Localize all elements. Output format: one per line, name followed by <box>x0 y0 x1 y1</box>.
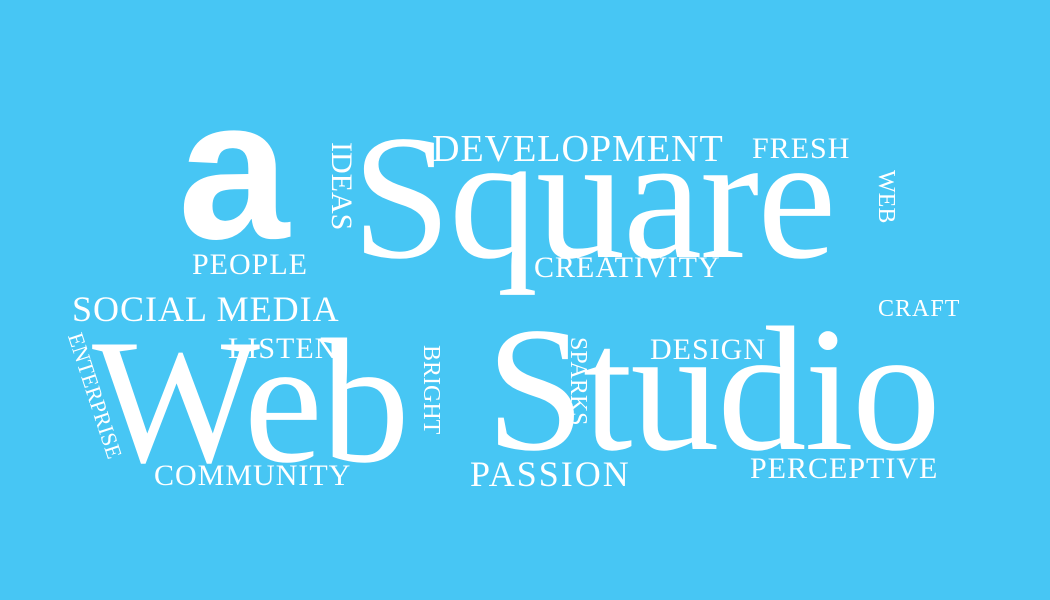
word-sparks: SPARKS <box>565 337 591 426</box>
logo-word-square: Square <box>352 98 836 296</box>
word-development: DEVELOPMENT <box>432 128 724 170</box>
word-social-media: SOCIAL MEDIA <box>72 289 340 329</box>
word-web-small: WEB <box>873 170 899 224</box>
word-craft: CRAFT <box>878 296 961 322</box>
word-ideas: IDEAS <box>325 142 358 231</box>
word-fresh: FRESH <box>752 132 851 165</box>
word-people: PEOPLE <box>192 248 309 281</box>
word-creativity: CREATIVITY <box>534 251 721 284</box>
word-passion: PASSION <box>470 454 631 494</box>
word-perceptive: PERCEPTIVE <box>750 452 939 485</box>
word-community: COMMUNITY <box>154 459 352 492</box>
word-bright: BRIGHT <box>418 345 444 435</box>
logo-word-web: Web <box>92 302 410 500</box>
logo-letter-a: a <box>178 58 289 281</box>
word-listen: LISTEN <box>228 332 338 365</box>
word-design: DESIGN <box>650 333 766 366</box>
logo-word-studio: Studio <box>486 290 941 488</box>
